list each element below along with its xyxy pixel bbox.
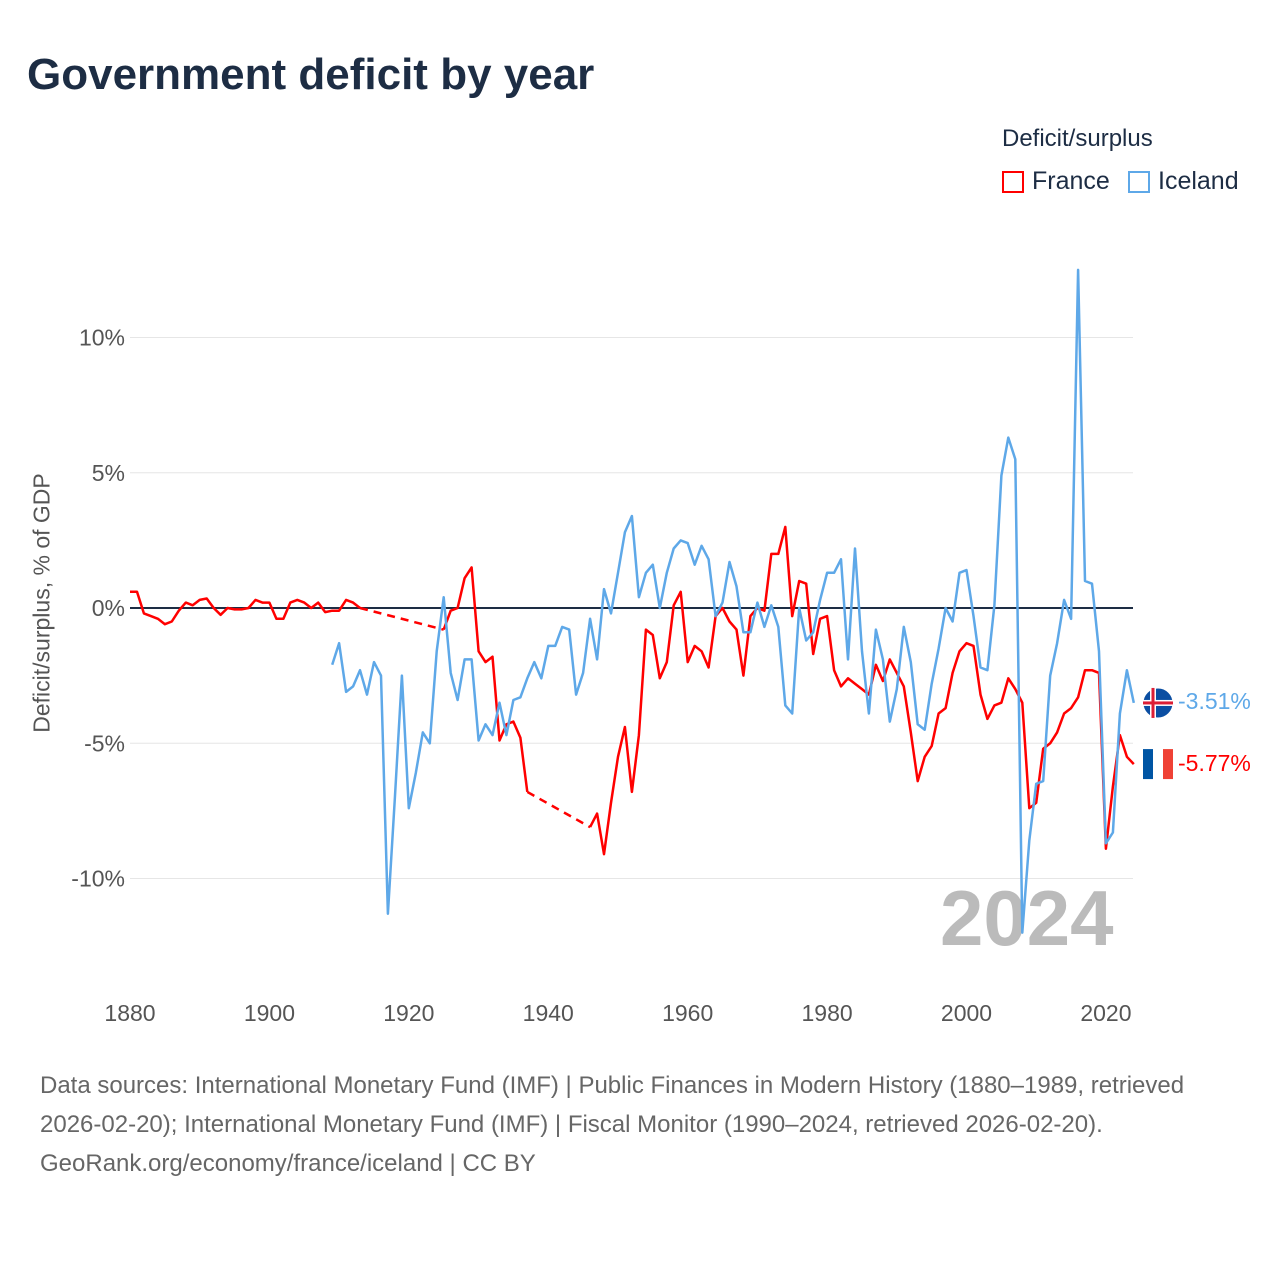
credit-link[interactable]: GeoRank.org/economy/france/iceland | CC … [40, 1150, 536, 1177]
footer: Data sources: International Monetary Fun… [40, 1066, 1240, 1183]
flag-iceland-red-v [1151, 687, 1155, 718]
legend-title: Deficit/surplus [1002, 125, 1153, 152]
flag-france-blue [1143, 749, 1153, 780]
x-tick-label: 1940 [523, 1000, 574, 1026]
legend-item-france[interactable]: France [1002, 167, 1110, 196]
chart-title: Government deficit by year [27, 50, 595, 99]
x-tick-label: 1980 [802, 1000, 853, 1026]
series-line-iceland [331, 268, 1136, 934]
end-label-france: -5.77% [1178, 750, 1251, 776]
x-tick-label: 1920 [383, 1000, 434, 1026]
x-tick-label: 1880 [104, 1000, 155, 1026]
legend-label-france: France [1032, 167, 1110, 195]
y-tick-label: 0% [92, 595, 125, 621]
legend-label-iceland: Iceland [1158, 167, 1239, 195]
line-chart: 10% 5% 0% -5% -10% 1880 1900 1920 1940 1960 1980 20… [71, 268, 1174, 1026]
x-tick-label: 1900 [244, 1000, 295, 1026]
y-tick-label: 5% [92, 460, 125, 486]
legend-swatch-iceland [1128, 170, 1150, 193]
y-tick-label: -5% [84, 730, 125, 756]
end-label-iceland: -3.51% [1178, 688, 1251, 714]
legend-item-iceland[interactable]: Iceland [1128, 167, 1239, 196]
legend-swatch-france [1002, 170, 1024, 193]
series-line-france [130, 525, 1135, 856]
x-tick-label: 2020 [1080, 1000, 1131, 1026]
flag-iceland-red-h [1143, 701, 1173, 705]
data-sources: Data sources: International Monetary Fun… [40, 1072, 1185, 1138]
gap-line-france [526, 790, 591, 829]
gap-line-france [359, 606, 445, 631]
flag-france-red [1163, 749, 1173, 780]
y-tick-label: 10% [79, 325, 125, 351]
x-tick-label: 2000 [941, 1000, 992, 1026]
y-tick-label: -10% [71, 866, 125, 892]
x-tick-label: 1960 [662, 1000, 713, 1026]
